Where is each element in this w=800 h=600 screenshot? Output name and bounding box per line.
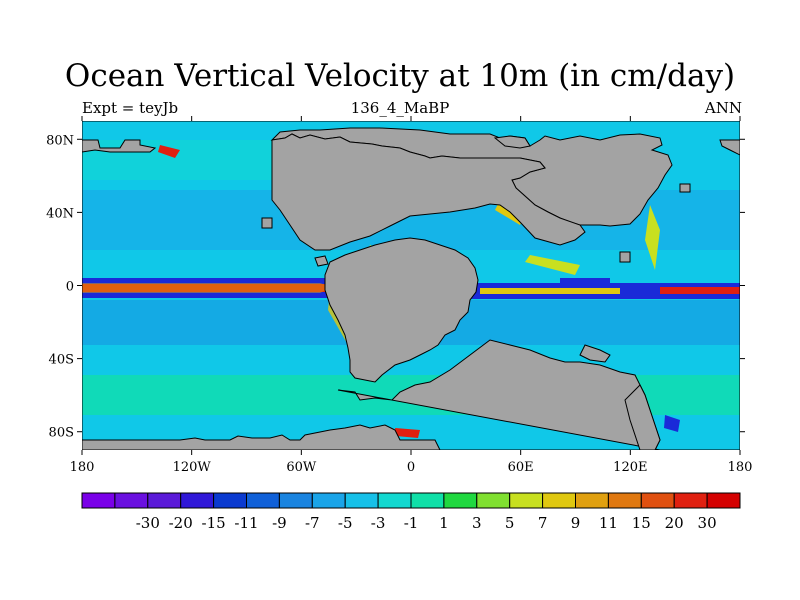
arctic-island-west <box>82 139 157 153</box>
southern-hotspot-3 <box>395 428 420 438</box>
laurasia-south <box>271 133 586 251</box>
colorbar-label: 11 <box>599 514 618 532</box>
land-masses <box>82 127 740 450</box>
colorbar-swatch <box>213 492 248 509</box>
colorbar-swatch <box>476 492 511 509</box>
equatorial-edge <box>82 283 332 293</box>
colorbar-label: 30 <box>698 514 717 532</box>
arctic-island-east <box>719 139 740 156</box>
colorbar-label: 9 <box>571 514 581 532</box>
colorbar-label: 20 <box>665 514 684 532</box>
lon-tick-label: 60E <box>508 460 534 475</box>
colorbar-label: 1 <box>439 514 449 532</box>
colorbar-label: -1 <box>404 514 419 532</box>
lat-tick-label: 80N <box>46 133 74 148</box>
lat-tick-label: 40S <box>49 353 74 368</box>
colorbar-label: -3 <box>371 514 386 532</box>
gondwana <box>324 237 479 383</box>
small-island-3 <box>619 251 631 263</box>
small-island-1 <box>314 255 329 267</box>
colorbar-swatch <box>278 492 313 509</box>
southern-downwelling <box>664 415 680 432</box>
experiment-label: Expt = teyJb <box>82 99 179 117</box>
colorbar-swatch <box>311 492 346 509</box>
colorbar-label: -11 <box>234 514 258 532</box>
lat-tick-label: 40N <box>46 206 74 221</box>
map-plot-area <box>82 121 740 450</box>
colorbar-swatch <box>114 492 149 509</box>
colorbar-swatch <box>410 492 445 509</box>
colorbar-label: 5 <box>505 514 515 532</box>
colorbar-swatch <box>673 492 708 509</box>
colorbar-swatch <box>81 492 116 509</box>
australia-fragment <box>624 384 661 450</box>
colorbar-label: -15 <box>202 514 226 532</box>
period-label: 136_4_MaBP <box>350 99 450 117</box>
colorbar-swatch <box>542 492 576 509</box>
indian-equatorial-upwelling <box>480 288 620 294</box>
lon-tick-label: 120W <box>173 460 212 475</box>
map-title: Ocean Vertical Velocity at 10m (in cm/da… <box>64 58 736 94</box>
colorbar-label: 7 <box>538 514 548 532</box>
colorbar-label: 3 <box>472 514 482 532</box>
axis-ticks: 80N 40N 0 40S 80S 180 120W 60W 0 60E 120E 180 <box>46 116 752 475</box>
lon-tick-label: 180 <box>728 460 753 475</box>
colorbar-swatch <box>607 492 642 509</box>
colorbar-label: -9 <box>272 514 287 532</box>
coastal-upwelling-south-asia <box>525 255 580 275</box>
colorbar-swatch <box>377 492 412 509</box>
arctic-hotspot <box>158 145 180 158</box>
colorbar-label: -20 <box>169 514 193 532</box>
lon-tick-label: 0 <box>407 460 415 475</box>
india-fragment <box>579 344 611 363</box>
colorbar-swatch <box>443 492 478 509</box>
small-island-4 <box>679 183 691 193</box>
colorbar-label: -7 <box>305 514 320 532</box>
colorbar-swatch <box>575 492 609 509</box>
colorbar-swatch <box>180 492 215 509</box>
colorbar-label: -30 <box>136 514 160 532</box>
indian-east-downwelling <box>560 278 610 288</box>
lon-tick-label: 60W <box>286 460 317 475</box>
gondwana-south <box>82 339 661 450</box>
colorbar-swatch <box>509 492 544 509</box>
colorbar-swatch <box>706 492 741 509</box>
colorbar-swatch <box>344 492 379 509</box>
colorbar-swatch <box>246 492 280 509</box>
colorbar-label: -5 <box>338 514 353 532</box>
coastal-upwelling-east-asia <box>645 205 660 270</box>
colorbar-swatch <box>147 492 182 509</box>
lon-tick-label: 120E <box>613 460 647 475</box>
greenland-island <box>493 135 531 149</box>
pacific-east-upwelling <box>660 287 740 294</box>
lon-tick-label: 180 <box>70 460 95 475</box>
ocean-band-arctic <box>82 140 282 180</box>
colorbar-label: 15 <box>632 514 651 532</box>
colorbar-swatch <box>640 492 675 509</box>
season-label: ANN <box>704 99 742 117</box>
lat-tick-label: 0 <box>66 280 74 295</box>
lat-tick-label: 80S <box>49 426 74 441</box>
colorbar: -30 -20 -15 -11 -9 -7 -5 -3 -1 1 3 5 7 9 11 15 20 30 <box>81 492 741 532</box>
small-island-2 <box>261 217 273 229</box>
